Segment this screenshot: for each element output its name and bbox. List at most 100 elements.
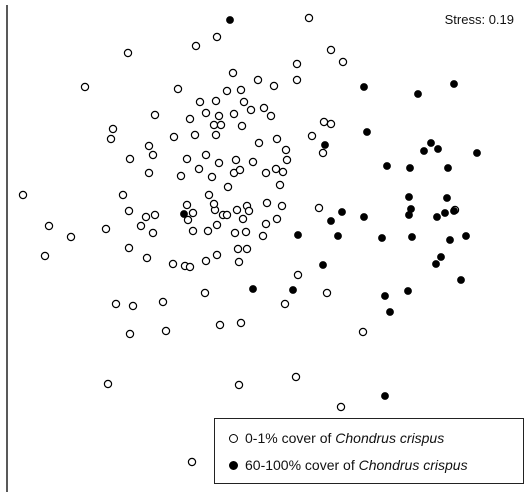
open-point-102 [280, 299, 290, 309]
filled-point-38 [386, 308, 394, 316]
open-point-10 [253, 75, 263, 85]
open-point-59 [182, 200, 192, 210]
filled-point-31 [437, 253, 445, 261]
open-point-117 [209, 199, 219, 209]
open-point-15 [211, 96, 221, 106]
filled-point-15 [405, 193, 413, 201]
open-point-106 [236, 318, 246, 328]
open-point-47 [144, 168, 154, 178]
open-point-112 [187, 457, 197, 467]
open-point-70 [101, 224, 111, 234]
open-point-105 [215, 320, 225, 330]
filled-point-1 [450, 80, 458, 88]
filled-point-2 [360, 83, 368, 91]
open-point-118 [266, 111, 276, 121]
open-point-30 [144, 141, 154, 151]
open-point-13 [236, 85, 246, 95]
open-point-23 [209, 120, 219, 130]
filled-point-37 [404, 287, 412, 295]
open-point-56 [124, 206, 134, 216]
open-point-4 [326, 45, 336, 55]
open-point-107 [358, 327, 368, 337]
open-point-17 [246, 105, 256, 115]
open-point-67 [314, 203, 324, 213]
filled-point-33 [457, 276, 465, 284]
filled-point-3 [414, 90, 422, 98]
filled-point-13 [338, 208, 346, 216]
open-point-51 [235, 165, 245, 175]
open-point-42 [214, 158, 224, 168]
open-point-52 [261, 168, 271, 178]
open-point-101 [200, 288, 210, 298]
open-point-40 [182, 154, 192, 164]
filled-point-24 [327, 217, 335, 225]
open-point-11 [269, 81, 279, 91]
filled-point-35 [289, 286, 297, 294]
filled-point-26 [462, 232, 470, 240]
open-point-66 [277, 201, 287, 211]
filled-point-7 [434, 145, 442, 153]
legend-entry-filled: 60-100% cover of Chondrus crispus [229, 457, 468, 473]
open-point-100 [158, 297, 168, 307]
open-point-57 [141, 212, 151, 222]
open-point-35 [272, 134, 282, 144]
open-point-95 [241, 227, 251, 237]
open-point-108 [103, 379, 113, 389]
open-point-120 [292, 75, 302, 85]
filled-point-21 [441, 209, 449, 217]
filled-point-19 [405, 211, 413, 219]
open-point-94 [272, 214, 282, 224]
open-point-77 [238, 214, 248, 224]
open-point-115 [275, 180, 285, 190]
open-point-114 [223, 182, 233, 192]
filled-point-18 [450, 207, 458, 215]
open-point-75 [212, 220, 222, 230]
open-point-1 [212, 32, 222, 42]
open-point-58 [150, 210, 160, 220]
open-point-29 [106, 134, 116, 144]
open-point-69 [66, 232, 76, 242]
open-point-72 [183, 215, 193, 225]
open-point-121 [237, 121, 247, 131]
open-point-63 [232, 205, 242, 215]
open-point-74 [203, 226, 213, 236]
open-point-33 [211, 130, 221, 140]
filled-point-17 [443, 194, 451, 202]
open-point-89 [234, 257, 244, 267]
legend-entry-open-species: Chondrus crispus [335, 430, 445, 446]
open-point-119 [194, 164, 204, 174]
open-point-80 [261, 219, 271, 229]
open-point-122 [318, 148, 328, 158]
open-point-116 [230, 228, 240, 238]
stress-annotation: Stress: 0.19 [444, 12, 514, 27]
open-point-14 [195, 97, 205, 107]
filled-point-30 [432, 260, 440, 268]
open-point-98 [111, 299, 121, 309]
open-point-76 [222, 210, 232, 220]
open-point-2 [191, 41, 201, 51]
filled-point-0 [226, 16, 234, 24]
open-point-82 [142, 253, 152, 263]
filled-point-6 [427, 139, 435, 147]
open-point-24 [216, 120, 226, 130]
open-point-18 [259, 103, 269, 113]
filled-point-9 [473, 149, 481, 157]
open-point-34 [254, 138, 264, 148]
open-point-37 [307, 131, 317, 141]
filled-point-12 [444, 164, 452, 172]
open-point-111 [336, 402, 346, 412]
open-point-31 [169, 132, 179, 142]
open-point-36 [281, 145, 291, 155]
filled-point-32 [319, 261, 327, 269]
filled-point-22 [180, 210, 188, 218]
open-point-46 [282, 155, 292, 165]
open-point-65 [262, 198, 272, 208]
open-point-92 [148, 228, 158, 238]
legend-entry-filled-prefix: 60-100% cover of [245, 457, 359, 473]
open-point-25 [185, 114, 195, 124]
filled-point-39 [381, 392, 389, 400]
open-point-3 [123, 48, 133, 58]
open-point-83 [168, 259, 178, 269]
open-point-99 [128, 301, 138, 311]
